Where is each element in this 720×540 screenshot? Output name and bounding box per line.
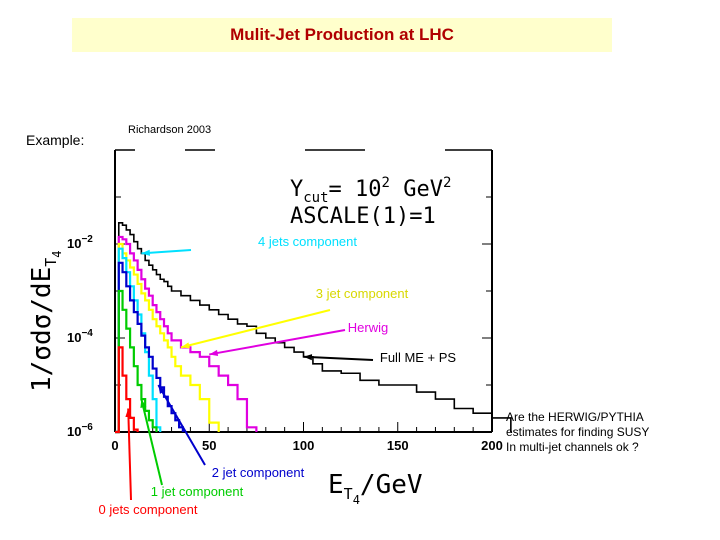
callout-line	[157, 384, 206, 466]
question-line: In multi-jet channels ok ?	[506, 440, 639, 454]
credit-label: Richardson 2003	[128, 124, 212, 136]
callout-line	[140, 398, 163, 486]
ascale-annotation: ASCALE(1)=1	[290, 204, 436, 229]
callout-label: 1 jet component	[151, 484, 244, 499]
callout-label: 3 jet component	[316, 286, 409, 301]
callout-arrowhead	[209, 349, 219, 356]
callout-label: 0 jets component	[98, 502, 197, 517]
example-label: Example:	[26, 132, 85, 148]
series-1-jet-component	[115, 289, 158, 434]
slide-title: Mulit-Jet Production at LHC	[230, 25, 454, 44]
y-tick-label: 10−2	[67, 234, 93, 251]
callout-label: Herwig	[348, 320, 388, 335]
x-tick-label: 0	[111, 438, 118, 453]
callout-line	[209, 329, 346, 356]
series-3-jet-component	[115, 242, 220, 434]
series-full-me-ps	[115, 222, 512, 433]
y-tick-label: 10−4	[67, 328, 93, 345]
x-tick-label: 150	[387, 438, 409, 453]
x-tick-label: 50	[202, 438, 216, 453]
callout-line	[127, 408, 132, 501]
title-banner: Mulit-Jet Production at LHC	[72, 18, 612, 52]
y-axis-label: 1/σdσ/dET4	[27, 251, 64, 393]
series-herwig	[115, 235, 258, 434]
callout-label: 2 jet component	[212, 465, 305, 480]
x-axis-label: ET4/GeV	[328, 470, 423, 507]
x-tick-label: 200	[481, 438, 503, 453]
question-line: Are the HERWIG/PYTHIA	[506, 410, 644, 424]
callout-arrowhead	[140, 399, 147, 409]
question-text: Are the HERWIG/PYTHIA estimates for find…	[506, 410, 649, 455]
y-tick-label: 10−6	[67, 422, 93, 439]
callout-arrowhead	[141, 249, 151, 256]
callout-arrowhead	[180, 342, 190, 349]
callout-arrowhead	[125, 408, 132, 418]
callout-arrowhead	[303, 354, 313, 361]
callout-label: Full ME + PS	[380, 350, 457, 365]
series-2-jet-component	[115, 261, 184, 434]
callout-line	[180, 309, 331, 349]
x-tick-label: 100	[293, 438, 315, 453]
callout-label: 4 jets component	[258, 234, 357, 249]
question-line: estimates for finding SUSY	[506, 425, 650, 439]
callout-line	[303, 355, 374, 361]
series-0-jets-component	[115, 346, 139, 434]
callout-arrowhead	[158, 385, 166, 394]
ycut-annotation: Ycut= 102 GeV2	[290, 175, 451, 206]
